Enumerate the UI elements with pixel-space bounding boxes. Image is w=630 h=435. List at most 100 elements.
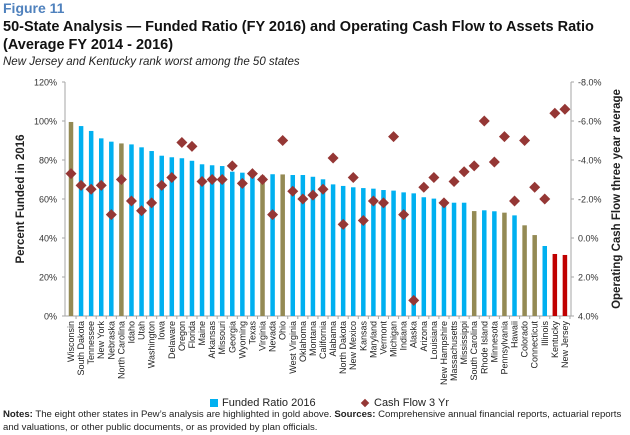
x-tick-label: North Dakota (338, 321, 348, 374)
bar-indiana (401, 192, 406, 316)
x-tick-label: Georgia (227, 321, 237, 353)
x-tick-labels: Wisconsin South Dakota Tennessee New York Ne… (66, 316, 571, 385)
bar-north-dakota (340, 185, 346, 316)
diamond-illinois (539, 193, 551, 205)
right-tick-label: -4.0% (578, 156, 602, 166)
diamond-kentucky (549, 107, 561, 119)
right-axis: 4.0% 2.0% 0.0% -2.0% -4.0% -6.0% -8.0% Operati… (570, 78, 623, 322)
diamond-vermont (377, 197, 389, 209)
diamond-california (317, 183, 329, 195)
x-tick-label: Illinois (540, 321, 550, 347)
right-tick-label: -8.0% (578, 78, 602, 88)
diamond-rhode-island (478, 115, 490, 127)
bar-alaska (411, 193, 416, 316)
bar-texas (250, 175, 255, 316)
bar-florida (189, 160, 195, 316)
x-tick-label: South Carolina (469, 321, 479, 381)
bar-vermont (381, 190, 386, 316)
diamond-connecticut (529, 181, 541, 193)
x-tick-label: Indiana (399, 321, 409, 351)
x-tick-label: Wyoming (237, 321, 247, 358)
x-tick-label: Mississippi (459, 321, 469, 365)
notes: Notes: The eight other states in Pew’s a… (3, 408, 628, 434)
chart-title: 50-State Analysis — Funded Ratio (FY 201… (3, 19, 594, 53)
x-tick-label: South Dakota (76, 321, 86, 376)
x-tick-label: Virginia (258, 321, 268, 351)
left-tick-label: 120% (34, 78, 57, 88)
diamond-indiana (398, 209, 410, 221)
x-tick-label: New Jersey (560, 321, 570, 369)
diamond-new-hampshire (438, 197, 450, 209)
diamond-tennessee (85, 183, 97, 195)
left-tick-label: 0% (44, 312, 57, 322)
right-tick-label: -2.0% (578, 195, 602, 205)
diamond-colorado (519, 135, 531, 146)
diamond-new-york (95, 179, 107, 191)
bar-colorado (522, 225, 527, 316)
bar-west-virginia (290, 175, 296, 316)
x-tick-label: Iowa (157, 321, 167, 340)
bar-michigan (391, 190, 396, 316)
diamond-massachusetts (448, 175, 460, 187)
x-tick-label: North Carolina (116, 321, 126, 379)
x-tick-label: Maine (197, 321, 207, 346)
bar-virginia (260, 175, 265, 316)
x-tick-label: Montana (308, 321, 318, 356)
diamond-arkansas (206, 174, 218, 185)
left-tick-label: 60% (39, 195, 57, 205)
bar-mississippi (461, 202, 467, 316)
legend-item-funded-ratio: Funded Ratio 2016 (210, 397, 316, 409)
diamond-utah (136, 205, 148, 217)
diamond-north-dakota (337, 218, 349, 230)
bar-kentucky (552, 253, 558, 316)
diamond-north-carolina (115, 174, 127, 185)
bar-rhode-island (482, 210, 487, 316)
diamond-alabama (327, 152, 339, 164)
x-tick-label: West Virginia (288, 321, 298, 374)
right-tick-label: 2.0% (578, 273, 599, 283)
bar-arkansas (209, 165, 215, 316)
right-tick-label: 4.0% (578, 312, 599, 322)
x-tick-label: Texas (247, 321, 257, 345)
x-tick-label: Utah (137, 321, 147, 340)
diamond-missouri (216, 174, 228, 185)
x-tick-label: Minnesota (489, 321, 499, 363)
x-tick-label: Ohio (278, 321, 288, 340)
diamond-south-carolina (468, 160, 480, 172)
x-tick-label: Hawaii (510, 321, 520, 348)
bar-pennsylvania (502, 212, 507, 316)
bar-connecticut (532, 235, 537, 316)
x-tick-label: Michigan (389, 321, 399, 357)
diamond-new-jersey (559, 103, 571, 115)
right-tick-label: 0.0% (578, 234, 599, 244)
figure-label: Figure 11 (3, 0, 65, 16)
x-tick-label: Arizona (419, 321, 429, 352)
bar-maine (199, 164, 205, 316)
bar-minnesota (492, 211, 497, 316)
diamond-series (65, 103, 571, 306)
x-tick-label: California (318, 321, 328, 359)
diamond-georgia (226, 160, 238, 172)
x-tick-label: New York (96, 321, 106, 360)
diamond-idaho (125, 195, 137, 207)
x-tick-label: Maryland (368, 321, 378, 358)
left-axis-title: Percent Funded in 2016 (15, 134, 27, 263)
bar-montana (310, 176, 316, 316)
x-tick-label: Florida (187, 321, 197, 349)
x-tick-label: Colorado (520, 321, 530, 358)
bar-missouri (219, 166, 225, 316)
diamond-wisconsin (65, 168, 77, 180)
bar-new-jersey (562, 254, 568, 316)
diamond-nevada (267, 209, 279, 221)
diamond-hawaii (509, 195, 521, 207)
diamond-iowa (156, 179, 168, 191)
x-tick-label: Arkansas (207, 321, 217, 359)
sources-label: Sources: (334, 409, 376, 420)
x-tick-label: Idaho (126, 321, 136, 344)
diamond-west-virginia (287, 185, 299, 197)
bar-oregon (179, 158, 185, 316)
legend-label: Cash Flow 3 Yr (374, 397, 449, 409)
diamond-ohio (277, 135, 289, 146)
left-tick-label: 20% (39, 273, 57, 283)
bar-tennessee (88, 130, 94, 316)
